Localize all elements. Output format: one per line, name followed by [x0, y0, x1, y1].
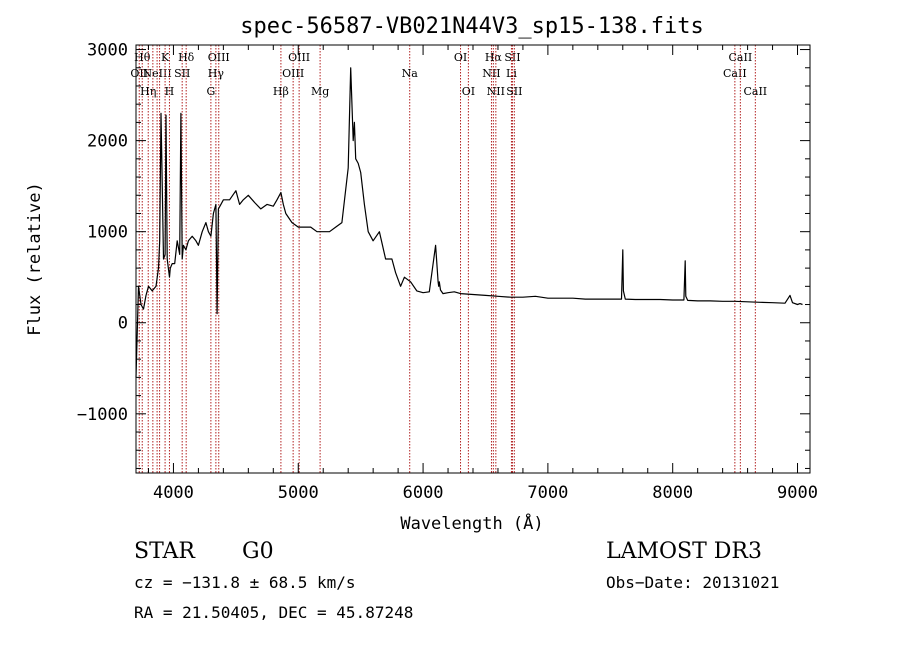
y-tick-label: 0 [118, 314, 128, 334]
line-marker-label: CaII [723, 67, 747, 80]
y-tick-label: 3000 [87, 41, 128, 61]
plot-frame [135, 44, 811, 474]
line-marker-label: Hδ [178, 51, 195, 64]
y-tick-label: 2000 [87, 132, 128, 152]
observation-date: Obs−Date: 20131021 [606, 573, 780, 592]
line-marker-label: OIII [208, 51, 230, 64]
object-subclass: G0 [242, 539, 274, 564]
line-marker-label: SII [506, 85, 522, 98]
line-marker-label: Hγ [208, 67, 225, 80]
y-axis-label: Flux (relative) [25, 182, 45, 336]
spectral-line-markers: OII Hθ Hη NeIII K H SII Hδ G Hγ OIII Hβ OIII OIII Mg Na… [130, 45, 767, 473]
x-axis-ticks: 4000 5000 6000 7000 8000 9000 [147, 45, 818, 503]
line-marker-label: Hθ [134, 51, 151, 64]
line-marker-label: OI [462, 85, 475, 98]
x-tick-label: 7000 [527, 483, 568, 503]
line-marker-label: Hβ [273, 85, 289, 98]
redshift-velocity: cz = −131.8 ± 68.5 km/s [134, 573, 356, 592]
survey-name: LAMOST DR3 [606, 539, 762, 564]
line-marker-label: H [165, 85, 175, 98]
x-tick-label: 6000 [403, 483, 444, 503]
spectrum-layer [135, 67, 803, 378]
x-axis-label: Wavelength (Å) [400, 512, 543, 534]
line-marker-label: NII [482, 67, 500, 80]
spectrum-series [135, 67, 803, 378]
y-tick-label: −1000 [77, 405, 128, 425]
object-class: STAR [134, 539, 195, 564]
coordinates: RA = 21.50405, DEC = 45.87248 [134, 603, 414, 622]
line-marker-label: OIII [282, 67, 304, 80]
line-marker-label: G [206, 85, 215, 98]
line-marker-label: SII [504, 51, 520, 64]
y-tick-label: 1000 [87, 223, 128, 243]
line-marker-label: OI [454, 51, 467, 64]
spectrum-chart: spec-56587-VB021N44V3_sp15-138.fits OII H… [25, 14, 818, 534]
line-marker-label: NeIII [143, 67, 172, 80]
line-marker-label: Na [402, 67, 419, 80]
line-marker-label: OIII [288, 51, 310, 64]
line-marker-label: NII [487, 85, 505, 98]
line-marker-label: OII [130, 67, 148, 80]
x-tick-label: 9000 [777, 483, 818, 503]
x-tick-label: 5000 [278, 483, 319, 503]
chart-title: spec-56587-VB021N44V3_sp15-138.fits [240, 14, 704, 39]
line-marker-label: Li [506, 67, 517, 80]
line-marker-label: K [161, 51, 170, 64]
line-marker-label: CaII [729, 51, 753, 64]
x-tick-label: 8000 [652, 483, 693, 503]
line-marker-label: Hη [140, 85, 156, 98]
line-marker-label: CaII [743, 85, 767, 98]
line-marker-label: Mg [311, 85, 329, 98]
y-axis-ticks: −1000 0 1000 2000 3000 [77, 41, 810, 469]
line-marker-label: Hα [485, 51, 503, 64]
line-marker-label: SII [174, 67, 190, 80]
x-tick-label: 4000 [153, 483, 194, 503]
